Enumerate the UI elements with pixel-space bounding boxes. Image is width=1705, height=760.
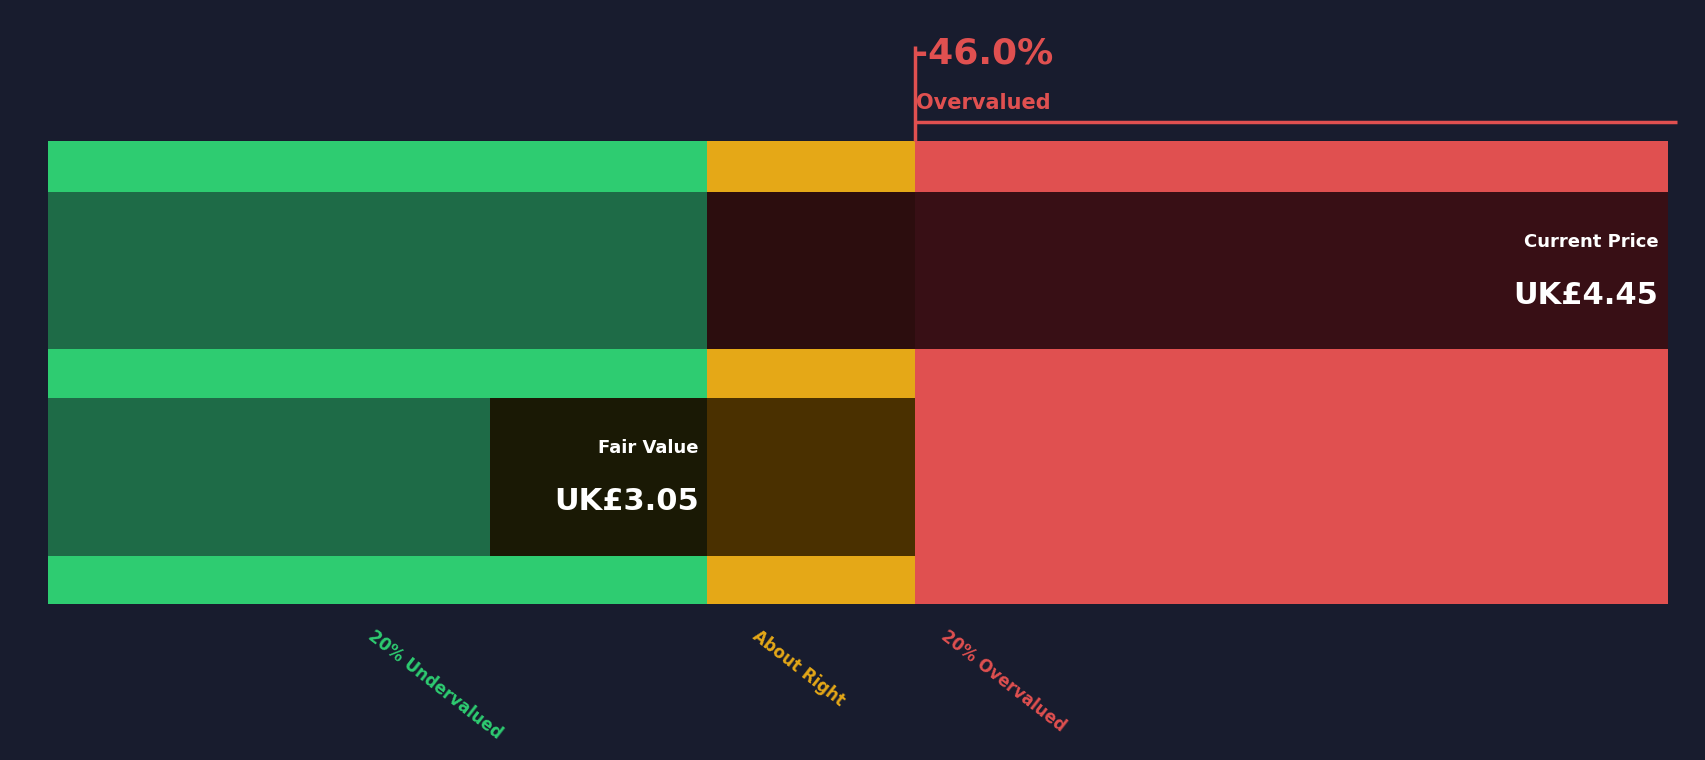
Text: 20% Undervalued: 20% Undervalued	[365, 627, 505, 743]
Text: Overvalued: Overvalued	[916, 93, 1050, 112]
Text: Current Price: Current Price	[1523, 233, 1657, 251]
Bar	[48, 556, 708, 604]
Bar	[914, 398, 1667, 556]
Bar	[48, 350, 708, 398]
Bar	[48, 192, 708, 350]
Bar	[708, 141, 914, 192]
Text: UK£4.45: UK£4.45	[1512, 281, 1657, 310]
Bar	[914, 192, 1667, 350]
Bar	[48, 141, 708, 192]
Text: Fair Value: Fair Value	[598, 439, 699, 458]
Bar	[708, 398, 914, 556]
Text: -46.0%: -46.0%	[912, 36, 1052, 70]
Bar	[708, 192, 914, 350]
Bar	[914, 141, 1667, 192]
Bar	[48, 398, 708, 556]
Bar	[914, 350, 1667, 398]
Bar	[708, 556, 914, 604]
Bar	[708, 350, 914, 398]
Text: 20% Overvalued: 20% Overvalued	[938, 627, 1069, 736]
Text: About Right: About Right	[748, 627, 847, 710]
Bar	[914, 556, 1667, 604]
Text: UK£3.05: UK£3.05	[554, 487, 699, 517]
Bar	[489, 398, 708, 556]
Bar	[708, 192, 1667, 350]
